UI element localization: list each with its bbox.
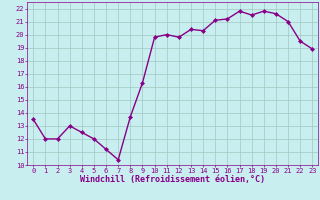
X-axis label: Windchill (Refroidissement éolien,°C): Windchill (Refroidissement éolien,°C) [80,175,265,184]
